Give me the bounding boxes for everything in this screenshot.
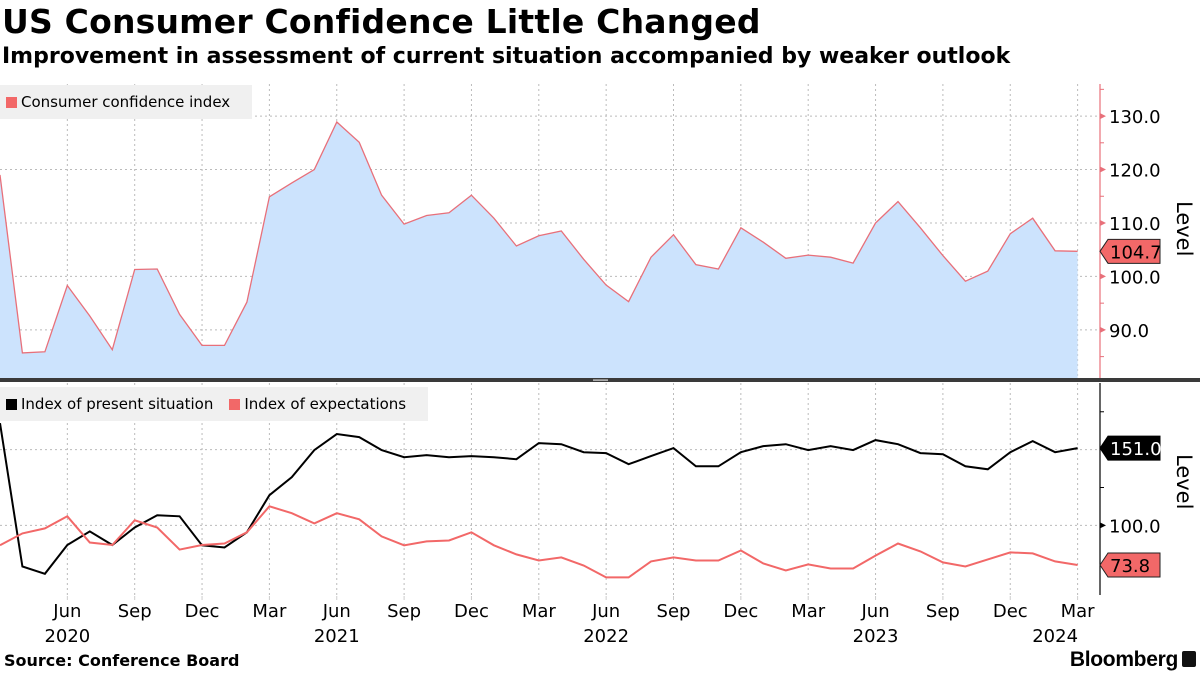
top-y-tick-label: 130.0 [1109,107,1161,128]
legend-swatch-icon [229,398,241,410]
top-y-tick-label: 90.0 [1109,321,1149,342]
confidence-last-value-flag [1099,238,1161,264]
top-major-tick [1100,326,1106,333]
expectations-last-value-flag [1099,552,1161,578]
x-tick-label: Jun [52,601,81,622]
bottom-y-axis-title: Level [1172,454,1196,509]
x-tick-label: Dec [185,601,220,622]
x-tick-label: Dec [723,601,758,622]
top-major-tick [1100,166,1106,173]
expectations-last-value-flag-label: 73.8 [1110,556,1150,577]
confidence-last-value-flag-label: 104.7 [1110,242,1162,263]
x-tick-label: Mar [252,601,287,622]
legend-item-confidence: Consumer confidence index [6,93,230,111]
x-tick-label: Dec [454,601,489,622]
x-tick-label: Mar [522,601,557,622]
bottom-major-tick [1100,522,1106,529]
x-tick-label: Sep [657,601,691,622]
top-major-tick [1100,219,1106,226]
x-year-label: 2020 [44,626,90,647]
top-major-tick [1100,273,1106,280]
bloomberg-logo: Bloomberg [1069,648,1178,671]
legend-item-expectations: Index of expectations [229,395,406,413]
x-tick-label: Sep [118,601,152,622]
confidence-line [0,120,1078,354]
top-y-tick-label: 100.0 [1109,267,1161,288]
bottom-y-tick-label: 100.0 [1109,516,1161,537]
x-year-label: 2024 [1032,626,1078,647]
x-year-label: 2023 [853,626,899,647]
x-tick-label: Jun [591,601,620,622]
chart-title: US Consumer Confidence Little Changed [2,2,761,41]
present-last-value-flag [1099,435,1161,461]
chart-subtitle: Improvement in assessment of current sit… [2,44,1011,69]
x-tick-label: Jun [322,601,351,622]
legend-label: Consumer confidence index [21,93,231,111]
top-y-tick-label: 120.0 [1109,161,1161,182]
x-tick-label: Dec [993,601,1028,622]
legend-swatch-icon [6,96,17,108]
legend-label: Index of expectations [244,395,407,413]
source-note: Source: Conference Board [4,651,240,670]
top-major-tick [1100,113,1106,120]
x-tick-label: Sep [387,601,421,622]
present-situation-line [0,422,1078,575]
top-y-axis-title: Level [1172,201,1196,256]
confidence-area [0,122,1078,378]
bottom-legend: Index of present situation Index of expe… [0,387,429,421]
present-last-value-flag-label: 151.0 [1110,439,1162,460]
top-legend: Consumer confidence index [0,85,253,119]
expectations-line [0,505,1078,579]
x-tick-label: Mar [1061,601,1096,622]
x-tick-label: Jun [860,601,889,622]
bloomberg-chart-icon [1182,651,1196,667]
legend-swatch-icon [6,398,17,410]
x-year-label: 2021 [314,626,360,647]
x-tick-label: Sep [926,601,960,622]
divider-handle [593,379,608,381]
legend-item-present: Index of present situation [6,395,213,413]
x-year-label: 2022 [583,626,629,647]
top-y-tick-label: 110.0 [1109,214,1161,235]
legend-label: Index of present situation [21,395,214,413]
x-tick-label: Mar [791,601,826,622]
